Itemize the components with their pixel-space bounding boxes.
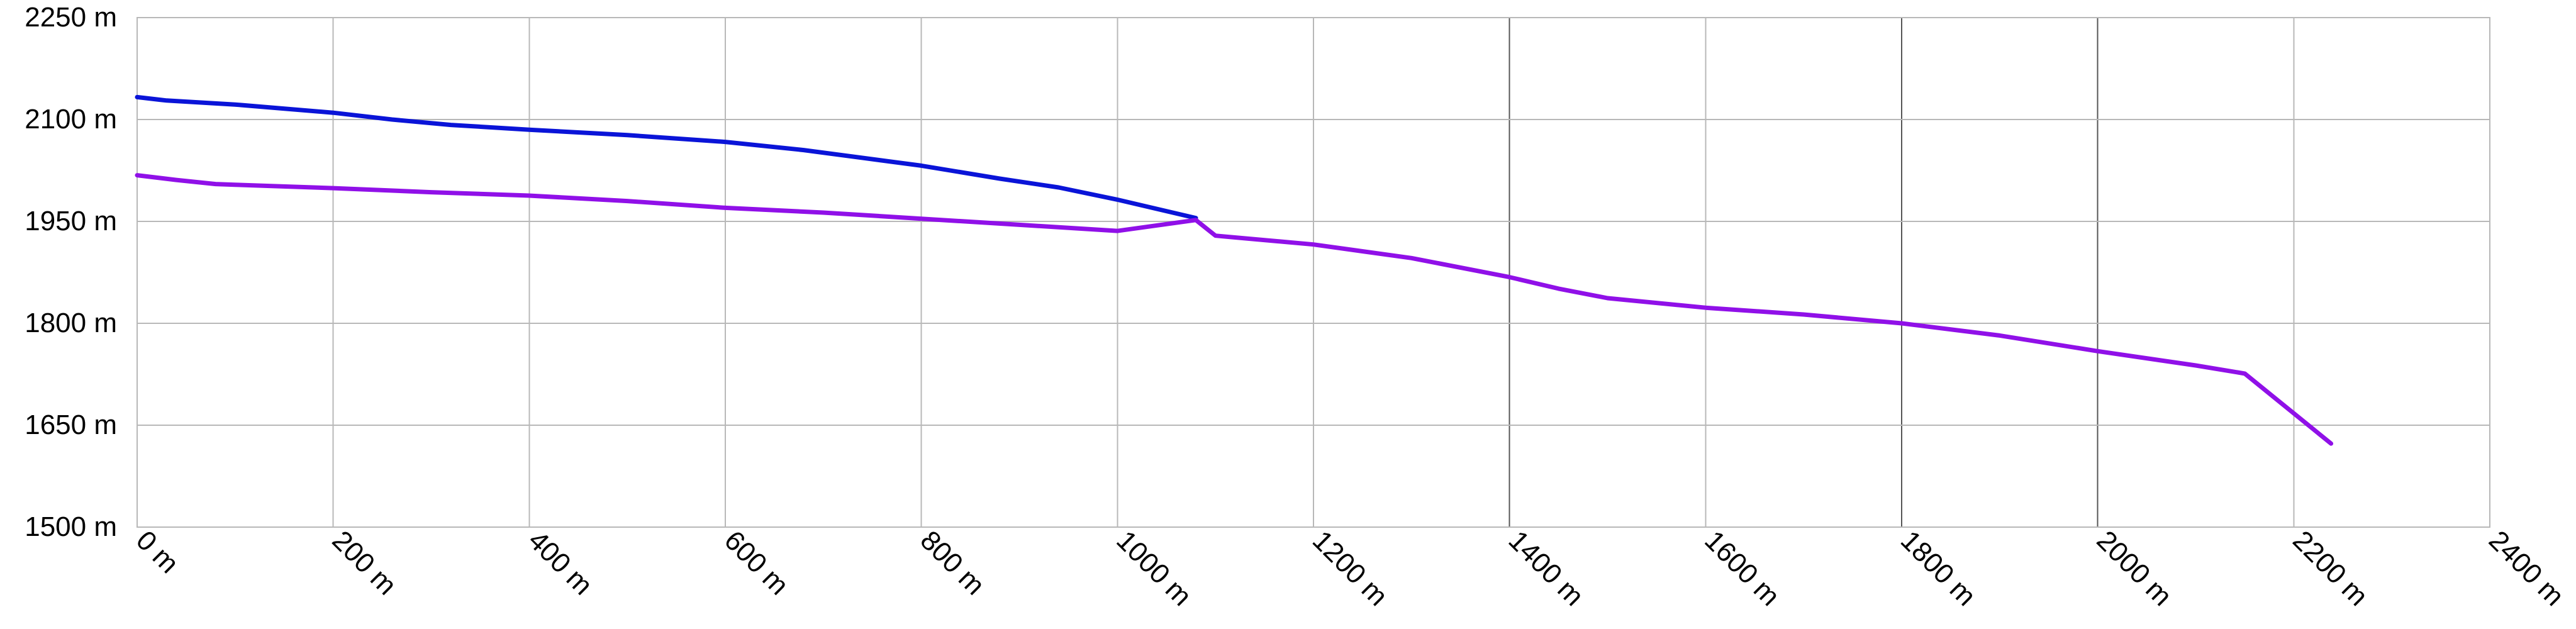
x-tick-label: 1400 m [1503, 525, 1590, 611]
y-axis-labels: 1500 m 1650 m 1800 m 1950 m 2100 m 2250 m [25, 2, 117, 542]
x-tick-label: 2400 m [2483, 525, 2570, 611]
x-tick-label: 200 m [326, 525, 403, 601]
x-tick-label: 1200 m [1307, 525, 1393, 611]
series-line-2 [135, 173, 2334, 446]
y-tick-label: 1500 m [25, 511, 117, 542]
y-tick-label: 2250 m [25, 2, 117, 33]
x-tick-label: 2200 m [2287, 525, 2373, 611]
y-tick-label: 1650 m [25, 409, 117, 440]
x-tick-label: 1600 m [1698, 525, 1785, 611]
x-tick-label: 1800 m [1895, 525, 1982, 611]
y-tick-label: 2100 m [25, 104, 117, 135]
x-tick-label: 0 m [130, 525, 185, 579]
series-group [135, 94, 2334, 446]
plot-area [137, 17, 2490, 528]
x-tick-label: 800 m [915, 525, 991, 601]
x-tick-label: 2000 m [2091, 525, 2178, 611]
x-tick-label: 600 m [718, 525, 795, 601]
series-line-1 [135, 94, 1198, 221]
grid [137, 17, 2490, 528]
x-tick-label: 400 m [522, 525, 598, 601]
y-tick-label: 1950 m [25, 206, 117, 237]
y-tick-label: 1800 m [25, 308, 117, 338]
x-tick-label: 1000 m [1110, 525, 1197, 611]
x-axis-labels: 0 m 200 m 400 m 600 m 800 m 1000 m 1200 m 1400 … [130, 525, 2570, 611]
